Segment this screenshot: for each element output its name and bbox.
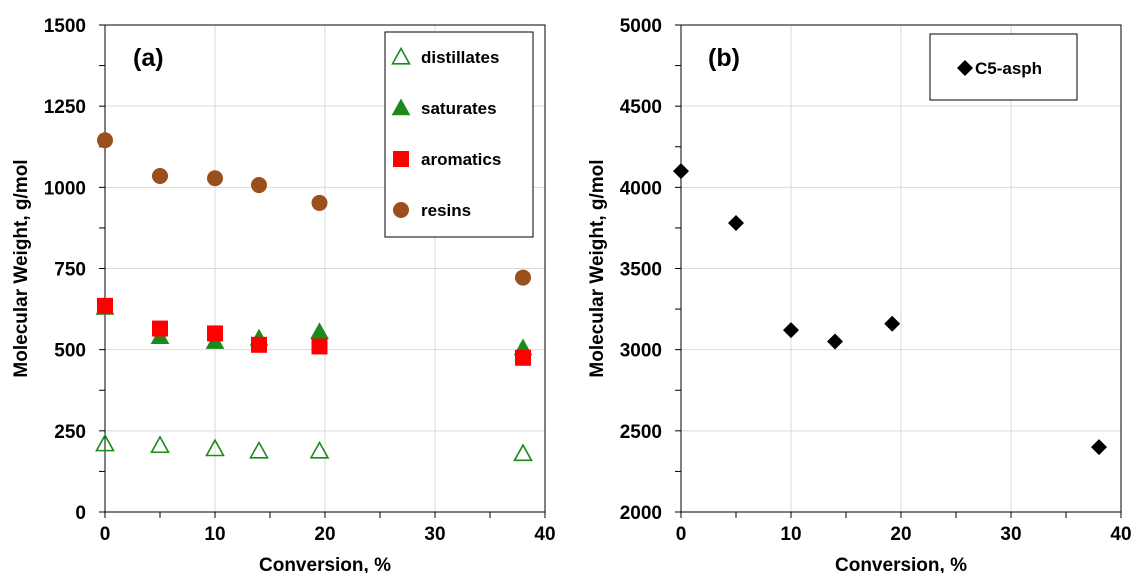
x-tick-label: 20: [890, 524, 911, 545]
panel-label: (b): [708, 44, 740, 72]
y-tick-label: 500: [54, 341, 86, 362]
legend-marker-distillates: [391, 46, 411, 65]
chart-panel-b: 0 10 20 30 40 2000 2500 3000 3500 4000 4500 5000 Con…: [587, 16, 1132, 573]
y-tick-label: 3000: [620, 341, 662, 362]
legend-marker-saturates: [391, 98, 411, 116]
y-tick-label: 5000: [620, 16, 662, 37]
y-tick-label: 1500: [44, 16, 86, 37]
data-point-aromatics-4: [311, 338, 328, 355]
y-axis-label: Molecular Weight, g/mol: [11, 159, 32, 377]
legend-box: [929, 33, 1078, 101]
series-C5-asph: [673, 163, 1107, 456]
y-tick-label: 4000: [620, 178, 662, 199]
y-tick-label: 3500: [620, 260, 662, 281]
x-axis-label: Conversion, %: [259, 555, 391, 573]
data-point-resins-1: [152, 167, 168, 184]
data-point-aromatics-0: [97, 297, 113, 314]
x-tick-label: 0: [100, 524, 111, 545]
x-axis-label: Conversion, %: [835, 555, 967, 573]
legend-marker-resins: [393, 202, 409, 218]
y-tick-label: 1000: [44, 178, 86, 199]
x-tick-label: 20: [314, 524, 335, 545]
data-point-distillates-4: [309, 440, 330, 459]
data-point-distillates-1: [150, 435, 170, 454]
y-tick-label: 4500: [620, 97, 662, 118]
data-point-distillates-0: [95, 433, 115, 452]
data-point-resins-4: [311, 194, 328, 211]
x-tick-label: 40: [534, 524, 555, 545]
panel-label: (a): [133, 44, 164, 72]
x-tick-label: 40: [1110, 524, 1131, 545]
legend-label-C5-asph: C5-asph: [975, 59, 1042, 78]
y-tick-label: 250: [54, 422, 86, 443]
data-point-distillates-3: [249, 440, 269, 459]
data-point-aromatics-2: [207, 325, 223, 342]
series-aromatics: [97, 297, 531, 366]
y-tick-label: 2000: [620, 503, 662, 524]
data-point-resins-5: [515, 269, 531, 286]
data-point-distillates-5: [513, 443, 533, 462]
data-point-C5-asph-4: [884, 315, 901, 332]
x-tick-label: 10: [204, 524, 225, 545]
data-point-C5-asph-5: [1091, 439, 1107, 456]
legend-label-aromatics: aromatics: [421, 150, 501, 169]
legend-label-saturates: saturates: [421, 99, 497, 118]
series-resins: [97, 132, 531, 286]
y-tick-label: 750: [54, 260, 86, 281]
y-axis-label: Molecular Weight, g/mol: [587, 159, 608, 377]
data-point-resins-0: [97, 132, 113, 149]
data-point-resins-3: [251, 177, 267, 194]
legend-box: [384, 31, 534, 238]
y-tick-label: 0: [75, 503, 86, 524]
legend-marker-C5-asph: [957, 60, 973, 76]
data-point-resins-2: [207, 170, 223, 187]
legend-marker-aromatics: [393, 151, 409, 167]
legend: C5-asph: [929, 33, 1078, 101]
data-point-aromatics-3: [251, 336, 267, 353]
data-point-aromatics-1: [152, 320, 168, 337]
data-point-C5-asph-0: [673, 163, 689, 180]
data-point-aromatics-5: [515, 349, 531, 366]
y-tick-label: 2500: [620, 422, 662, 443]
data-point-C5-asph-3: [827, 333, 843, 350]
chart-panel-a: 0 10 20 30 40 0 250 500 750 1000 1250 1500 Conversio…: [11, 16, 556, 573]
data-point-distillates-2: [205, 438, 225, 457]
data-point-C5-asph-1: [728, 215, 744, 232]
x-tick-label: 30: [1000, 524, 1021, 545]
y-tick-label: 1250: [44, 97, 86, 118]
legend-label-resins: resins: [421, 201, 471, 220]
x-tick-label: 10: [780, 524, 801, 545]
data-point-C5-asph-2: [783, 322, 799, 339]
x-tick-label: 0: [676, 524, 687, 545]
legend-label-distillates: distillates: [421, 48, 499, 67]
legend: distillates saturates aromatics resins: [384, 31, 534, 238]
series-distillates: [95, 433, 533, 462]
x-tick-label: 30: [424, 524, 445, 545]
